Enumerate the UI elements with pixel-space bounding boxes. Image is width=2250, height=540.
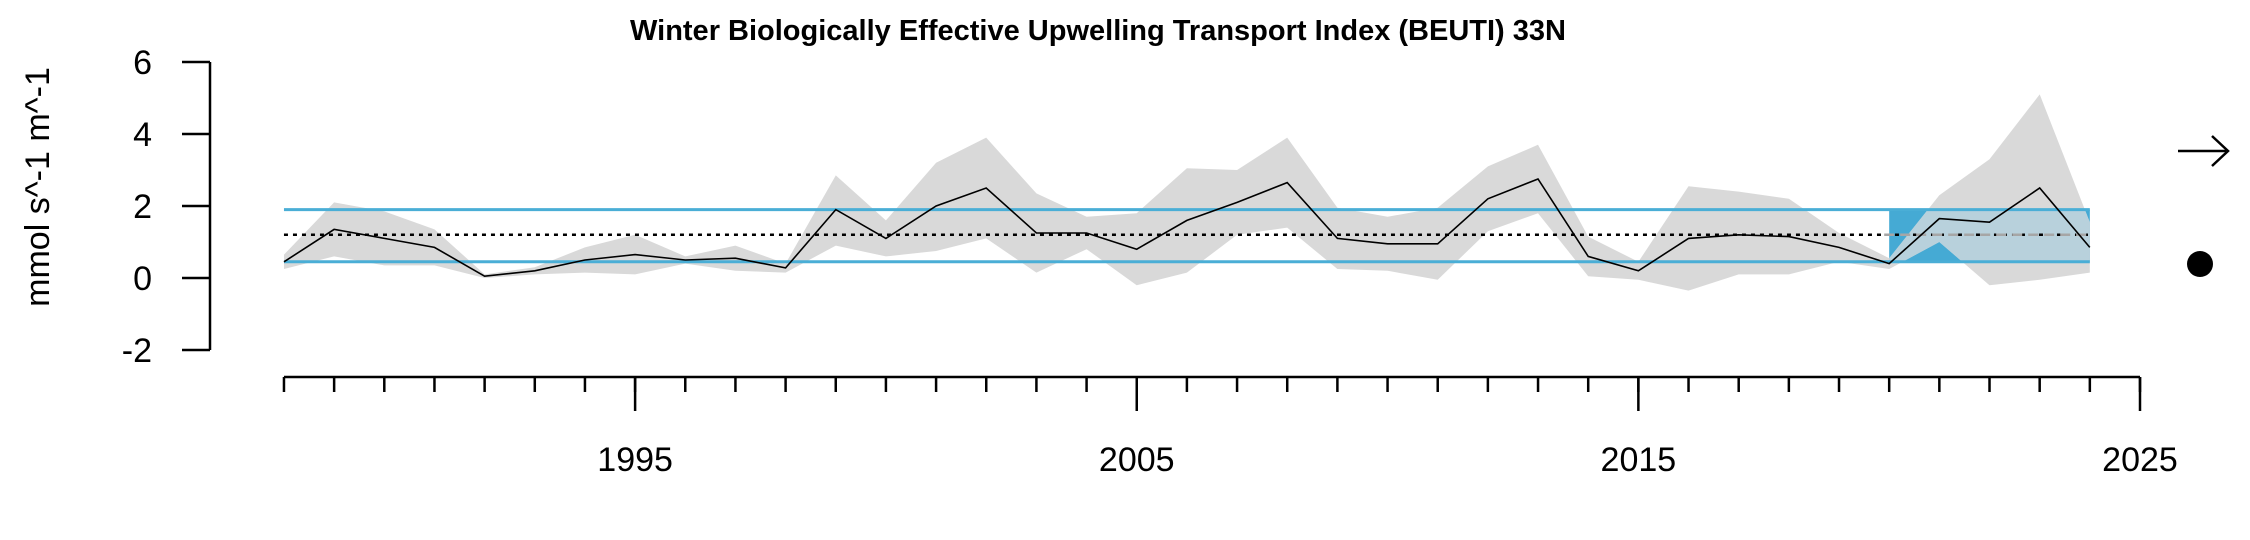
uncertainty-ribbon: [284, 94, 2090, 291]
x-tick-label: 1995: [597, 441, 673, 479]
y-tick-label: 0: [133, 260, 152, 298]
x-tick-label: 2025: [2102, 441, 2178, 479]
trend-arrow-head: [2211, 135, 2230, 167]
mean-dot-icon: [2187, 251, 2213, 277]
trend-arrow-icon: [2178, 135, 2230, 167]
y-axis-label: mmol s^-1 m^-1: [19, 67, 57, 307]
plot-area: [283, 94, 2091, 291]
y-tick-label: 6: [133, 44, 152, 82]
indicators: [2178, 135, 2230, 277]
x-tick-label: 2015: [1601, 441, 1677, 479]
x-tick-label: 2005: [1099, 441, 1175, 479]
y-tick-label: 4: [133, 116, 152, 154]
y-tick-label: 2: [133, 188, 152, 226]
series-line: [283, 178, 2091, 278]
y-tick-label: -2: [122, 332, 152, 370]
x-axis: 1995 2005 2015 2025: [282, 375, 2178, 479]
chart-title: Winter Biologically Effective Upwelling …: [630, 15, 1566, 47]
y-axis: -2 0 2 4 6: [122, 44, 212, 370]
